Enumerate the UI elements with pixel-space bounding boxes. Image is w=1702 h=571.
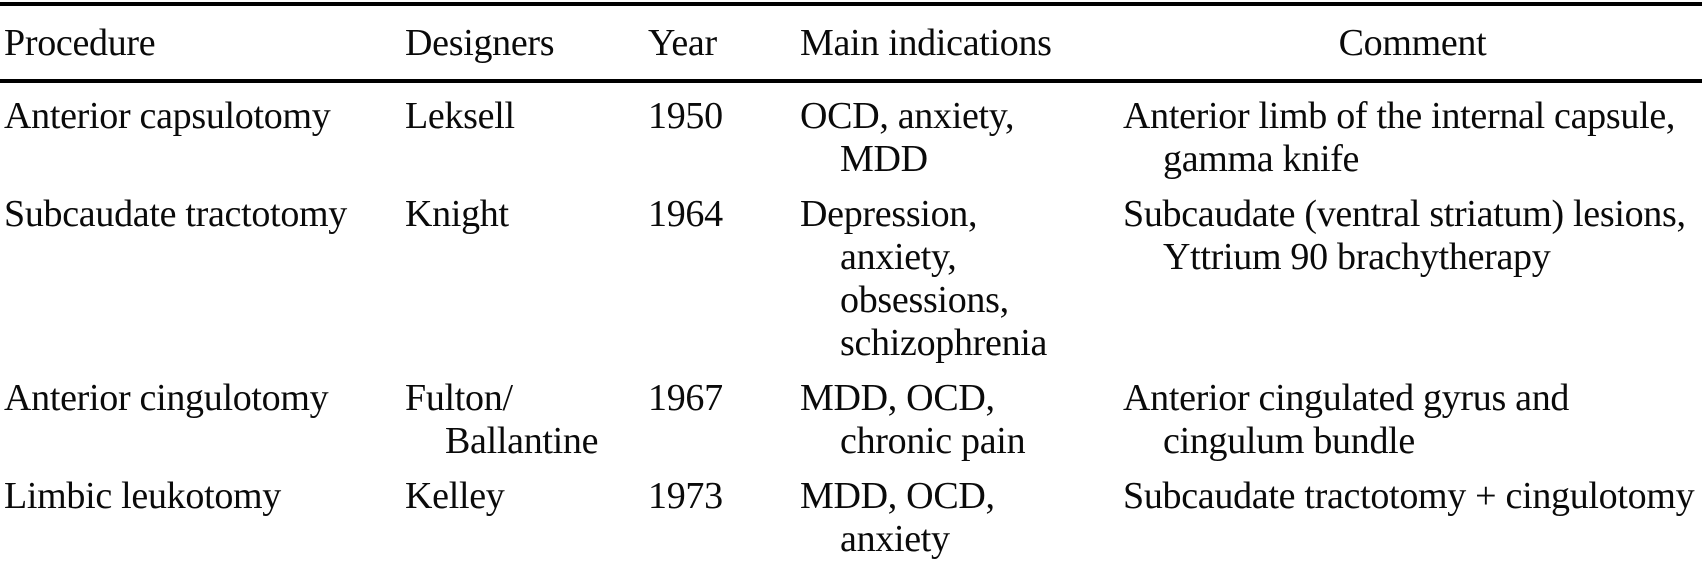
table-header: Procedure Designers Year Main indication…	[0, 4, 1702, 83]
column-header-procedure: Procedure	[0, 4, 401, 83]
table-row: Subcaudate tractotomy Knight 1964 Depres…	[0, 181, 1702, 365]
table-row: Limbic leukotomy Kelley 1973 MDD, OCD, a…	[0, 463, 1702, 571]
cell-designers: Knight	[405, 193, 509, 235]
cell-comment: Anterior cingulated gyrus and cingulum b…	[1123, 377, 1570, 462]
cell-procedure: Limbic leukotomy	[4, 475, 281, 517]
column-header-designers: Designers	[401, 4, 644, 83]
cell-main-indications: Depression, anxiety, obsessions, schizop…	[800, 193, 1048, 364]
cell-procedure: Subcaudate tractotomy	[4, 193, 347, 235]
table-row: Anterior cingulotomy Fulton/ Ballantine …	[0, 365, 1702, 463]
cell-procedure: Anterior cingulotomy	[4, 377, 329, 419]
cell-main-indications: OCD, anxiety, MDD	[800, 95, 1015, 180]
column-header-comment: Comment	[1119, 4, 1702, 83]
cell-comment: Subcaudate tractotomy + cingulotomy	[1123, 475, 1695, 517]
cell-designers: Kelley	[405, 475, 505, 517]
cell-procedure: Anterior capsulotomy	[4, 95, 331, 137]
cell-year: 1950	[648, 95, 723, 137]
cell-comment: Subcaudate (ventral striatum) lesions, Y…	[1123, 193, 1686, 278]
cell-comment: Anterior limb of the internal capsule, g…	[1123, 95, 1676, 180]
cell-main-indications: MDD, OCD, chronic pain	[800, 377, 1026, 462]
column-header-year: Year	[644, 4, 796, 83]
cell-designers: Leksell	[405, 95, 515, 137]
cell-year: 1973	[648, 475, 723, 517]
cell-main-indications: MDD, OCD, anxiety	[800, 475, 995, 560]
cell-year: 1964	[648, 193, 723, 235]
header-row: Procedure Designers Year Main indication…	[0, 4, 1702, 83]
cell-designers: Fulton/ Ballantine	[405, 377, 599, 462]
table-row: Anterior capsulotomy Leksell 1950 OCD, a…	[0, 81, 1702, 181]
cell-year: 1967	[648, 377, 723, 419]
column-header-indications: Main indications	[796, 4, 1119, 83]
table-body: Anterior capsulotomy Leksell 1950 OCD, a…	[0, 81, 1702, 571]
